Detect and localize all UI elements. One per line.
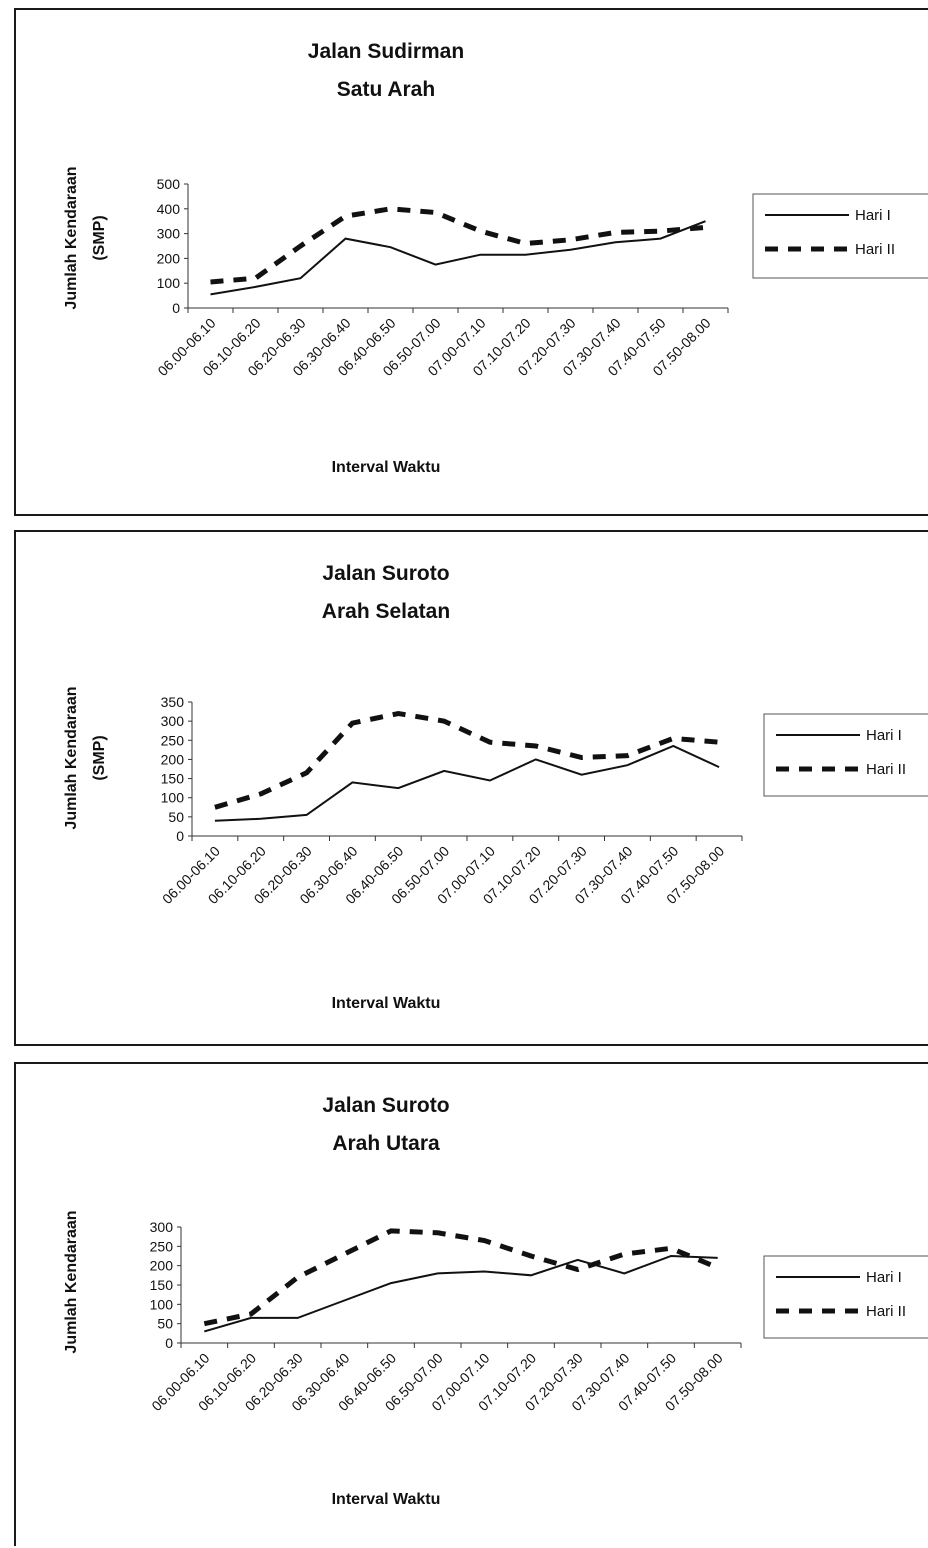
y-axis-unit: (SMP) xyxy=(91,215,108,260)
chart-subtitle: Arah Selatan xyxy=(322,600,450,623)
series-line-hari-ii xyxy=(203,1228,719,1327)
x-axis-title: Interval Waktu xyxy=(332,1491,441,1508)
y-tick-label: 200 xyxy=(150,1258,174,1274)
legend-label: Hari II xyxy=(866,1303,906,1320)
y-tick-label: 250 xyxy=(150,1238,174,1254)
legend-label: Hari I xyxy=(855,207,891,224)
y-tick-label: 400 xyxy=(157,201,181,217)
chart-title: Jalan Suroto xyxy=(322,1094,449,1117)
y-tick-label: 200 xyxy=(157,250,181,266)
y-tick-label: 100 xyxy=(161,790,185,806)
y-tick-label: 100 xyxy=(150,1296,174,1312)
chart-panel-sudirman: Jalan Sudirman Satu Arah Jumlah Kendaraan (… xyxy=(14,8,928,516)
y-tick-label: 200 xyxy=(161,751,185,767)
y-tick-label: 0 xyxy=(176,828,184,844)
y-axis-title: Jumlah Kendaraan xyxy=(63,166,80,309)
chart-svg: Jalan Sudirman Satu Arah Jumlah Kendaraan (… xyxy=(63,40,928,476)
y-tick-label: 300 xyxy=(157,226,181,242)
series-line-hari-i xyxy=(210,220,706,296)
legend-box xyxy=(763,713,928,797)
legend-label: Hari II xyxy=(855,241,895,258)
y-tick-label: 100 xyxy=(157,275,181,291)
chart-subtitle: Satu Arah xyxy=(337,78,435,101)
series-line-hari-i xyxy=(204,1254,718,1333)
y-tick-label: 300 xyxy=(150,1219,174,1235)
y-tick-label: 500 xyxy=(157,176,181,192)
chart-subtitle: Arah Utara xyxy=(332,1132,440,1155)
y-axis-unit: (SMP) xyxy=(91,735,108,780)
y-axis-title: Jumlah Kendaraan xyxy=(63,686,80,829)
y-tick-label: 150 xyxy=(150,1277,174,1293)
legend-label: Hari I xyxy=(866,727,902,744)
chart-svg: Jalan Suroto Arah Selatan Jumlah Kendaraan… xyxy=(63,562,928,1012)
x-axis-title: Interval Waktu xyxy=(332,459,441,476)
series-line-hari-ii xyxy=(214,710,720,810)
chart-title: Jalan Suroto xyxy=(322,562,449,585)
legend-box xyxy=(763,1255,928,1339)
y-tick-label: 50 xyxy=(157,1316,173,1332)
chart-title: Jalan Sudirman xyxy=(308,40,464,63)
series-line-hari-ii xyxy=(210,206,706,285)
y-axis-title: Jumlah Kendaraan xyxy=(63,1210,80,1353)
y-tick-label: 250 xyxy=(161,732,185,748)
y-tick-label: 150 xyxy=(161,771,185,787)
x-axis-title: Interval Waktu xyxy=(332,995,441,1012)
y-tick-label: 0 xyxy=(172,300,180,316)
chart-panel-suroto-utara: Jalan Suroto Arah Utara Jumlah Kendaraan 0 5… xyxy=(14,1062,928,1546)
series-line-hari-i xyxy=(214,744,720,822)
legend-label: Hari II xyxy=(866,761,906,778)
chart-svg: Jalan Suroto Arah Utara Jumlah Kendaraan 0 5… xyxy=(63,1094,928,1508)
y-tick-label: 300 xyxy=(161,713,185,729)
legend-box xyxy=(752,193,928,279)
chart-panel-suroto-selatan: Jalan Suroto Arah Selatan Jumlah Kendaraan… xyxy=(14,530,928,1046)
legend-label: Hari I xyxy=(866,1269,902,1286)
y-tick-label: 50 xyxy=(168,809,184,825)
y-tick-label: 350 xyxy=(161,694,185,710)
y-tick-label: 0 xyxy=(165,1335,173,1351)
